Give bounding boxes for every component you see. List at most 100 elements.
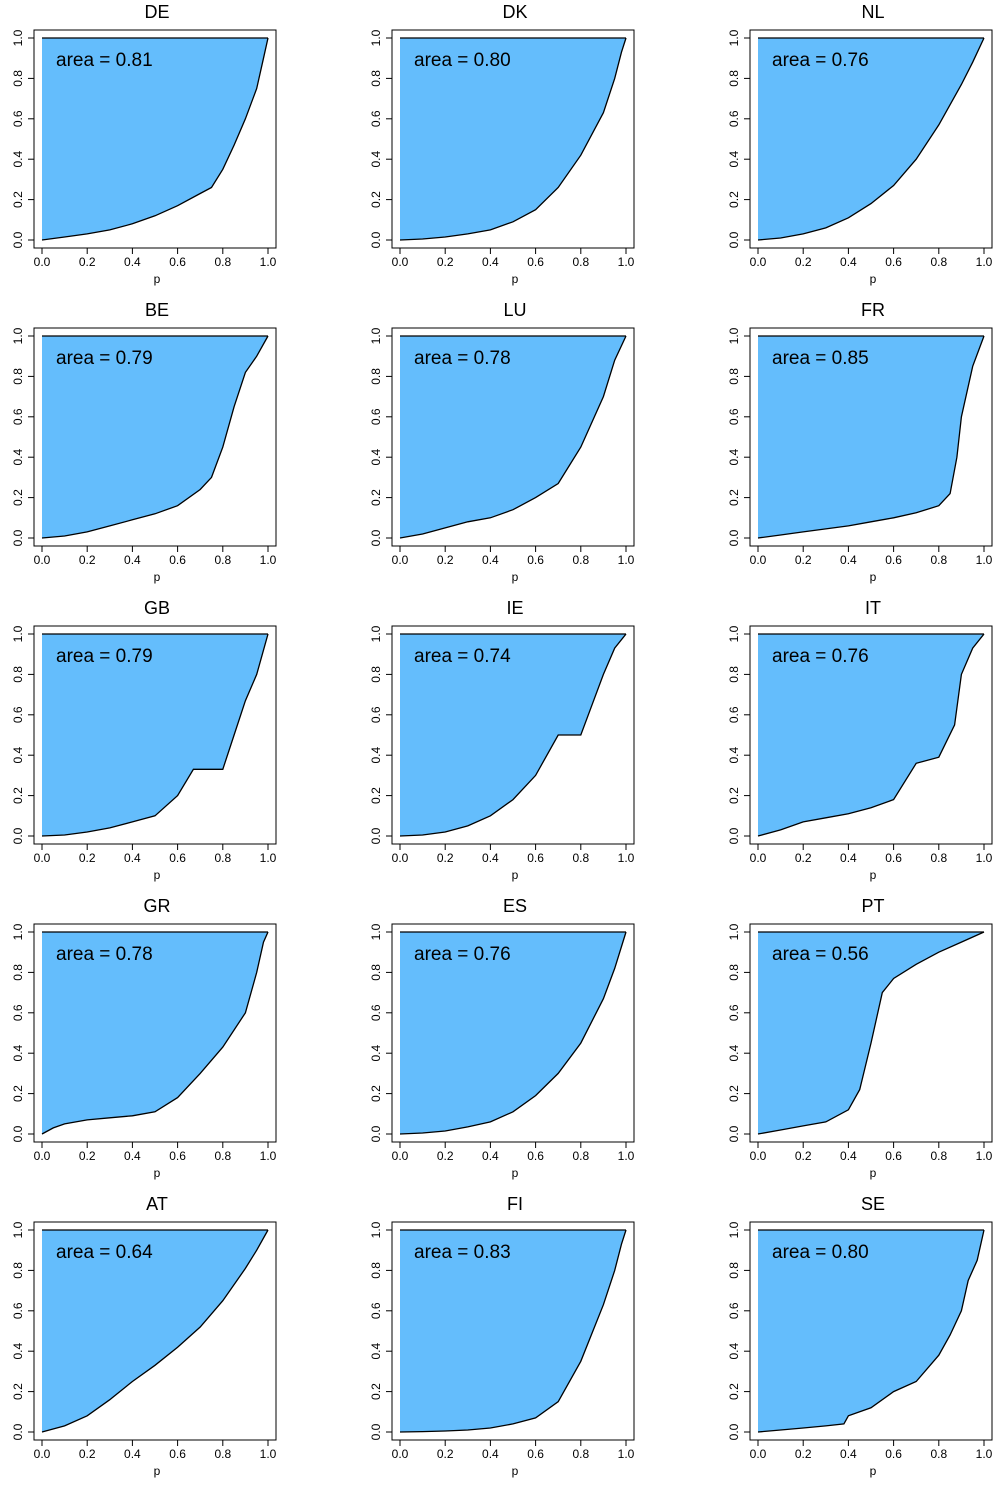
x-tick-label: 0.2 — [795, 255, 812, 269]
x-tick-label: 0.8 — [214, 553, 231, 567]
y-tick-label: 0.6 — [727, 706, 741, 723]
y-tick-label: 1.0 — [369, 327, 383, 344]
y-tick-label: 0.0 — [369, 1125, 383, 1142]
y-tick-label: 0.8 — [369, 1262, 383, 1279]
y-tick-label: 1.0 — [369, 625, 383, 642]
y-tick-label: 0.0 — [11, 529, 25, 546]
y-tick-label: 0.2 — [11, 787, 25, 804]
x-tick-label: 0.4 — [482, 1149, 499, 1163]
x-tick-label: 0.4 — [840, 255, 857, 269]
y-tick-label: 0.2 — [369, 191, 383, 208]
y-tick-label: 0.0 — [369, 827, 383, 844]
x-tick-label: 1.0 — [976, 1149, 993, 1163]
chart-title: IT — [865, 598, 881, 618]
y-tick-label: 0.6 — [369, 408, 383, 425]
x-tick-label: 1.0 — [260, 1447, 277, 1461]
x-tick-label: 0.8 — [930, 1149, 947, 1163]
chart-title: LU — [503, 300, 527, 320]
x-tick-label: 0.4 — [482, 255, 499, 269]
y-tick-label: 0.4 — [369, 1045, 383, 1062]
area-region — [400, 38, 626, 240]
x-tick-label: 0.8 — [572, 255, 589, 269]
y-tick-label: 0.0 — [369, 1423, 383, 1440]
y-tick-label: 0.6 — [369, 706, 383, 723]
y-tick-label: 0.8 — [727, 368, 741, 385]
x-tick-label: 0.8 — [930, 1447, 947, 1461]
chart-panel-de: DE p area = 0.81 0.0 0.2 0.4 0.6 0.8 1.0 0.0 0.2 0.… — [2, 0, 334, 296]
y-tick-label: 1.0 — [11, 625, 25, 642]
chart-panel-lu: LU p area = 0.78 0.0 0.2 0.4 0.6 0.8 1.0 0.0 0.2 0.… — [360, 298, 692, 594]
y-tick-label: 0.6 — [11, 1004, 25, 1021]
x-tick-label: 0.6 — [885, 553, 902, 567]
y-tick-label: 0.6 — [369, 1302, 383, 1319]
y-tick-label: 0.2 — [727, 489, 741, 506]
x-tick-label: 0.2 — [437, 851, 454, 865]
area-annotation: area = 0.79 — [56, 348, 153, 369]
area-annotation: area = 0.78 — [56, 944, 153, 965]
x-tick-label: 0.2 — [79, 851, 96, 865]
x-tick-label: 0.8 — [572, 1149, 589, 1163]
area-region — [42, 932, 268, 1134]
chart-panel-dk: DK p area = 0.80 0.0 0.2 0.4 0.6 0.8 1.0 0.0 0.2 0.… — [360, 0, 692, 296]
x-tick-label: 0.2 — [437, 255, 454, 269]
area-annotation: area = 0.64 — [56, 1242, 153, 1263]
y-tick-label: 0.2 — [11, 1085, 25, 1102]
x-tick-label: 0.2 — [437, 1447, 454, 1461]
x-tick-label: 0.6 — [885, 1447, 902, 1461]
chart-title: FR — [861, 300, 885, 320]
x-tick-label: 0.8 — [214, 1149, 231, 1163]
y-tick-label: 0.4 — [369, 747, 383, 764]
y-tick-label: 0.6 — [11, 110, 25, 127]
area-region — [758, 932, 984, 1134]
y-tick-label: 0.0 — [11, 827, 25, 844]
x-tick-label: 0.0 — [750, 553, 767, 567]
y-tick-label: 0.2 — [369, 1383, 383, 1400]
chart-title: DK — [502, 2, 528, 22]
y-tick-label: 0.4 — [369, 449, 383, 466]
x-tick-label: 0.4 — [840, 1447, 857, 1461]
y-tick-label: 0.4 — [369, 151, 383, 168]
x-tick-label: 0.4 — [482, 851, 499, 865]
x-axis-label: p — [153, 272, 161, 286]
curve-line — [757, 633, 985, 837]
curve-line — [399, 1229, 627, 1433]
x-axis-label: p — [511, 868, 519, 882]
y-tick-label: 0.8 — [369, 964, 383, 981]
area-region — [758, 1230, 984, 1432]
x-axis-label: p — [869, 868, 877, 882]
curve-line — [399, 37, 627, 241]
x-tick-label: 1.0 — [618, 1447, 635, 1461]
x-tick-label: 1.0 — [260, 255, 277, 269]
y-tick-label: 0.8 — [369, 368, 383, 385]
y-tick-label: 0.4 — [369, 1343, 383, 1360]
chart-panel-nl: NL p area = 0.76 0.0 0.2 0.4 0.6 0.8 1.0 0.0 0.2 0.… — [718, 0, 997, 296]
x-tick-label: 0.0 — [392, 1149, 409, 1163]
chart-panel-pt: PT p area = 0.56 0.0 0.2 0.4 0.6 0.8 1.0 0.0 0.2 0.… — [718, 894, 997, 1190]
y-tick-label: 1.0 — [11, 1221, 25, 1238]
y-tick-label: 0.0 — [727, 827, 741, 844]
y-tick-label: 1.0 — [11, 29, 25, 46]
chart-svg: area = 0.64 0.0 0.2 0.4 0.6 0.8 1.0 0.0 0.2 0.4 0.… — [11, 1221, 277, 1461]
y-tick-label: 0.4 — [11, 1343, 25, 1360]
area-annotation: area = 0.85 — [772, 348, 869, 369]
y-tick-label: 0.0 — [369, 529, 383, 546]
y-tick-label: 0.4 — [727, 1045, 741, 1062]
y-tick-label: 0.4 — [727, 747, 741, 764]
x-axis-label: p — [511, 1166, 519, 1180]
curve-line — [41, 37, 269, 241]
y-tick-label: 0.0 — [11, 231, 25, 248]
x-tick-label: 0.2 — [79, 255, 96, 269]
x-tick-label: 0.6 — [169, 1447, 186, 1461]
x-axis-label: p — [511, 1464, 519, 1478]
x-tick-label: 0.2 — [79, 553, 96, 567]
chart-panel-es: ES p area = 0.76 0.0 0.2 0.4 0.6 0.8 1.0 0.0 0.2 0.… — [360, 894, 692, 1190]
x-tick-label: 0.4 — [482, 553, 499, 567]
x-tick-label: 0.0 — [34, 255, 51, 269]
chart-title: ES — [502, 896, 527, 916]
x-tick-label: 0.8 — [930, 851, 947, 865]
x-axis-label: p — [869, 272, 877, 286]
y-tick-label: 0.2 — [369, 787, 383, 804]
chart-title: DE — [144, 2, 170, 22]
y-tick-label: 0.0 — [369, 231, 383, 248]
area-annotation: area = 0.78 — [414, 348, 511, 369]
